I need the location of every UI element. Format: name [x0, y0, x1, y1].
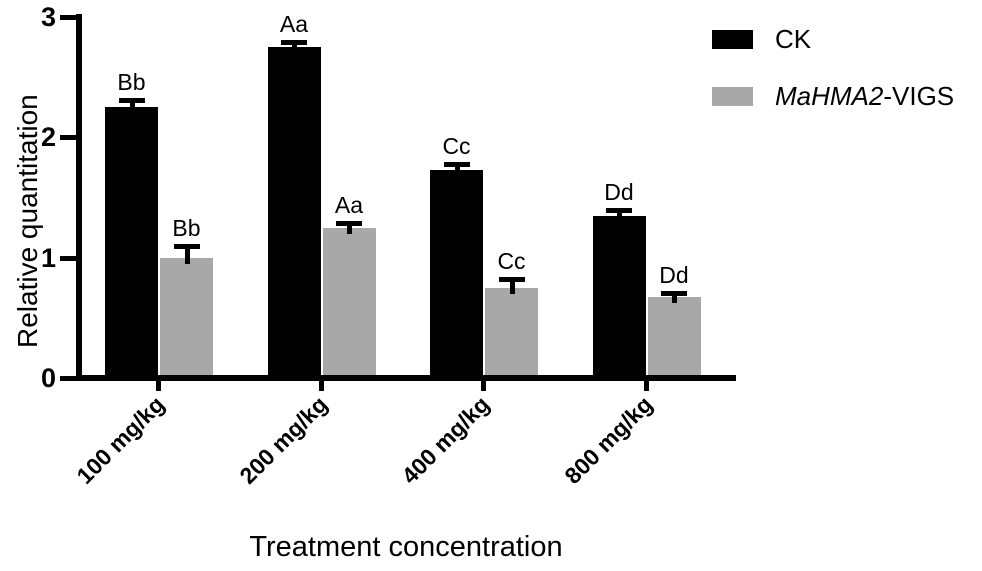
bar-label-ck-3: Dd — [604, 178, 634, 205]
legend-label-mahma2-vigs: MaHMA2-VIGS — [775, 81, 955, 111]
bar-ck-2 — [430, 169, 483, 378]
legend-swatch-ck — [712, 30, 753, 49]
y-tick-1 — [60, 255, 76, 261]
bar-vigs-1 — [322, 227, 376, 378]
error-bar-line — [509, 281, 515, 294]
y-axis-title: Relative quantitation — [12, 94, 43, 348]
error-bar-cap — [336, 220, 362, 226]
legend-item-ck: CK — [712, 24, 954, 55]
x-tick-3 — [643, 381, 649, 391]
error-bar-cap — [281, 40, 307, 46]
bar-vigs-0 — [160, 257, 213, 378]
x-axis-title: Treatment concentration — [249, 531, 563, 563]
y-tick-label-2: 2 — [40, 122, 56, 153]
error-bar-line — [292, 44, 297, 54]
legend-swatch-mahma2-vigs — [712, 87, 753, 106]
error-bar-line — [672, 294, 677, 304]
error-bar-line — [129, 102, 135, 114]
error-bar-cap — [606, 207, 632, 213]
y-tick-2 — [60, 135, 76, 141]
error-bar-cap — [498, 277, 525, 283]
bar-vigs-3 — [647, 297, 701, 378]
error-bar-cap — [118, 98, 145, 104]
x-tick-2 — [481, 381, 486, 391]
bar-label-ck-1: Aa — [279, 11, 309, 38]
y-tick-0 — [60, 376, 76, 381]
bar-label-ck-2: Cc — [442, 132, 471, 159]
error-bar-line — [617, 211, 622, 222]
legend: CK MaHMA2-VIGS — [712, 24, 954, 138]
y-tick-label-3: 3 — [40, 2, 56, 32]
bar-label-vigs-0: Bb — [172, 214, 201, 241]
bar-label-vigs-1: Aa — [334, 191, 364, 218]
error-bar-cap — [661, 290, 687, 296]
bar-label-ck-0: Bb — [117, 69, 146, 96]
legend-label-ck: CK — [775, 24, 812, 54]
bar-vigs-2 — [485, 287, 538, 378]
x-tick-0 — [156, 381, 161, 391]
bar-ck-0 — [105, 107, 158, 378]
y-tick-label-0: 0 — [40, 363, 56, 393]
legend-item-mahma2-vigs: MaHMA2-VIGS — [712, 81, 954, 112]
x-axis-line — [76, 375, 736, 381]
error-bar-line — [184, 247, 190, 264]
error-bar-cap — [173, 243, 200, 249]
y-tick-label-1: 1 — [40, 242, 56, 273]
error-bar-cap — [443, 161, 470, 167]
bar-label-vigs-2: Cc — [497, 248, 526, 275]
bar-label-vigs-3: Dd — [659, 261, 689, 288]
y-tick-3 — [60, 15, 76, 20]
error-bar-line — [347, 224, 352, 234]
error-bar-line — [454, 165, 460, 176]
bar-ck-1 — [267, 47, 321, 378]
y-axis-line — [76, 14, 82, 381]
bar-ck-3 — [592, 215, 646, 378]
x-tick-1 — [318, 381, 324, 391]
